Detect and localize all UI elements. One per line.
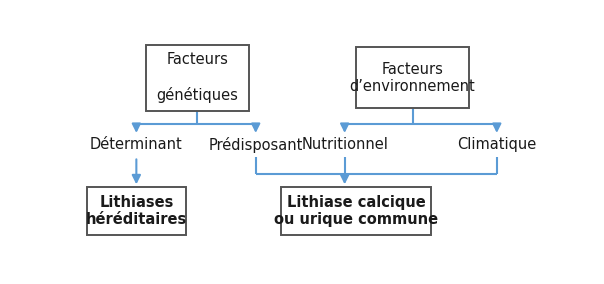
Text: Facteurs
d’environnement: Facteurs d’environnement	[350, 62, 475, 94]
FancyBboxPatch shape	[146, 45, 249, 110]
FancyBboxPatch shape	[356, 47, 469, 108]
Text: Lithiase calcique
ou urique commune: Lithiase calcique ou urique commune	[274, 195, 439, 227]
Text: Climatique: Climatique	[457, 137, 536, 152]
Text: Nutritionnel: Nutritionnel	[301, 137, 388, 152]
Text: Facteurs

génétiques: Facteurs génétiques	[156, 52, 238, 103]
FancyBboxPatch shape	[281, 187, 431, 235]
FancyBboxPatch shape	[87, 187, 185, 235]
Text: Déterminant: Déterminant	[90, 137, 183, 152]
Text: Lithiases
héréditaires: Lithiases héréditaires	[86, 195, 187, 227]
Text: Prédisposant: Prédisposant	[208, 137, 303, 153]
